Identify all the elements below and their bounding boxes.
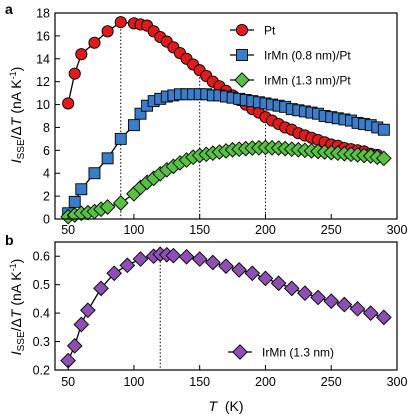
plot-frame-b [54, 241, 398, 371]
data-point-irmn-1-3-nm [376, 309, 392, 326]
y-tick-label: 16 [36, 29, 50, 43]
legend-b: IrMn (1.3 nm) [228, 344, 334, 360]
data-point-irmn-1-3-nm [349, 301, 366, 317]
svg-text:ISSE/ΔT (nA K-1): ISSE/ΔT (nA K-1) [8, 67, 27, 164]
data-point-irmn-1-3-nm [244, 265, 261, 282]
series-line-irmn-1-3-nm [67, 253, 385, 361]
x-tick-label: 250 [321, 223, 342, 237]
data-point-irmn-0-8-nm-pt [88, 167, 101, 180]
legend-marker-pt [235, 23, 249, 37]
y-tick-label: 6 [43, 144, 50, 158]
panel-label-a: a [5, 1, 13, 17]
y-tick-label: 10 [36, 98, 50, 112]
x-tick-label: 50 [61, 375, 75, 389]
x-tick-label: 100 [123, 375, 144, 389]
legend-marker-irmn-1-3-nm [232, 344, 248, 360]
data-point-irmn-0-8-nm-pt [377, 123, 390, 136]
data-point-irmn-0-8-nm-pt [114, 132, 127, 145]
data-point-irmn-1-3-nm [323, 293, 340, 310]
legend-label-irmn-1-3-nm-pt: IrMn (1.3 nm)/Pt [264, 74, 351, 88]
y-ticks-b: 0.2 0.3 0.4 0.5 0.6 [33, 250, 60, 378]
data-point-pt [88, 36, 101, 49]
y-tick-label: 0.4 [33, 307, 50, 321]
y-tick-label: 14 [36, 52, 50, 66]
data-point-irmn-1-3-nm [80, 302, 96, 319]
data-point-irmn-1-3-nm [362, 305, 379, 321]
data-point-irmn-1-3-nm [73, 316, 90, 333]
data-point-irmn-1-3-nm [205, 254, 221, 271]
x-ticks-a: 50 100 150 200 250 300 [61, 214, 407, 237]
y-tick-label: 2 [43, 190, 50, 204]
y-tick-label: 0.6 [33, 250, 50, 264]
legend-marker-irmn-0-8-nm-pt [236, 49, 248, 61]
data-point-pt [68, 67, 81, 80]
ylabel-a: ISSE/ΔT (nA K-1) [8, 67, 27, 164]
x-tick-label: 300 [387, 223, 408, 237]
y-tick-label: 0.2 [33, 364, 50, 378]
data-point-irmn-1-3-nm [165, 247, 182, 264]
y-tick-label: 0.5 [33, 278, 50, 292]
data-point-irmn-1-3-nm [191, 251, 208, 267]
legend-label-pt: Pt [264, 24, 276, 38]
x-tick-label: 150 [189, 223, 210, 237]
x-tick-label: 300 [387, 375, 408, 389]
legend-marker-irmn-1-3-nm-pt [234, 72, 250, 88]
data-point-irmn-0-8-nm-pt [101, 152, 114, 165]
y-tick-label: 12 [36, 75, 50, 89]
data-point-pt [101, 25, 114, 38]
data-point-irmn-1-3-nm-pt [112, 195, 129, 211]
data-point-irmn-1-3-nm [66, 337, 83, 354]
x-ticks-b: 50 100 150 200 250 300 [61, 365, 407, 389]
data-point-irmn-0-8-nm-pt [68, 195, 81, 208]
data-point-irmn-1-3-nm [178, 248, 195, 265]
y-tick-label: 18 [36, 7, 50, 21]
data-point-irmn-1-3-nm [93, 280, 109, 297]
svg-text:ISSE/ΔT (nA K-1): ISSE/ΔT (nA K-1) [8, 259, 27, 356]
x-tick-label: 250 [321, 375, 342, 389]
data-point-irmn-1-3-nm [231, 262, 247, 278]
data-point-irmn-1-3-nm-pt [99, 199, 116, 215]
y-tick-label: 0.3 [33, 335, 50, 349]
plot-frame-a [54, 12, 398, 220]
legend-a: Pt IrMn (0.8 nm)/Pt IrMn (1.3 nm)/Pt [230, 24, 351, 88]
x-tick-label: 200 [255, 223, 276, 237]
y-ticks-a: 0 2 4 6 8 10 12 14 16 18 [36, 7, 60, 227]
legend-label-irmn-0-8-nm-pt: IrMn (0.8 nm)/Pt [264, 49, 351, 63]
data-point-irmn-1-3-nm [297, 285, 313, 302]
data-point-irmn-1-3-nm [218, 258, 234, 275]
data-point-pt [114, 16, 127, 29]
data-point-irmn-1-3-nm [336, 296, 353, 313]
legend-label-irmn-1-3-nm: IrMn (1.3 nm) [262, 346, 334, 360]
data-point-irmn-1-3-nm [310, 289, 326, 306]
data-point-pt [75, 48, 88, 61]
data-point-irmn-0-8-nm-pt [75, 183, 88, 196]
data-point-irmn-1-3-nm [119, 257, 136, 274]
series-a [60, 16, 392, 225]
data-point-irmn-1-3-nm [270, 275, 287, 292]
xlabel-b: T (K) [208, 398, 243, 414]
y-tick-label: 8 [43, 121, 50, 135]
x-tick-label: 50 [61, 223, 75, 237]
y-tick-label: 0 [43, 213, 50, 227]
ylabel-b: ISSE/ΔT (nA K-1) [8, 259, 27, 356]
panel-b: b ISSE/ΔT (nA K-1) 0.2 0.3 0.4 0.5 0.6 50 100… [5, 232, 407, 414]
x-tick-label: 100 [123, 223, 144, 237]
x-tick-label: 150 [189, 375, 210, 389]
data-point-irmn-1-3-nm [257, 270, 274, 287]
panel-a: a ISSE/ΔT (nA K-1) 0 2 4 6 8 10 12 14 16 18 50 100… [5, 1, 407, 237]
series-b [60, 246, 392, 369]
y-tick-label: 4 [43, 167, 50, 181]
panel-label-b: b [5, 232, 14, 248]
data-point-irmn-1-3-nm [132, 251, 149, 267]
data-point-irmn-1-3-nm-pt [376, 150, 392, 167]
data-point-pt [62, 97, 75, 110]
data-point-irmn-1-3-nm [283, 280, 300, 297]
data-point-irmn-0-8-nm-pt [127, 119, 140, 132]
x-tick-label: 200 [255, 375, 276, 389]
data-point-irmn-1-3-nm [106, 265, 123, 282]
data-point-irmn-0-8-nm-pt [134, 107, 147, 120]
